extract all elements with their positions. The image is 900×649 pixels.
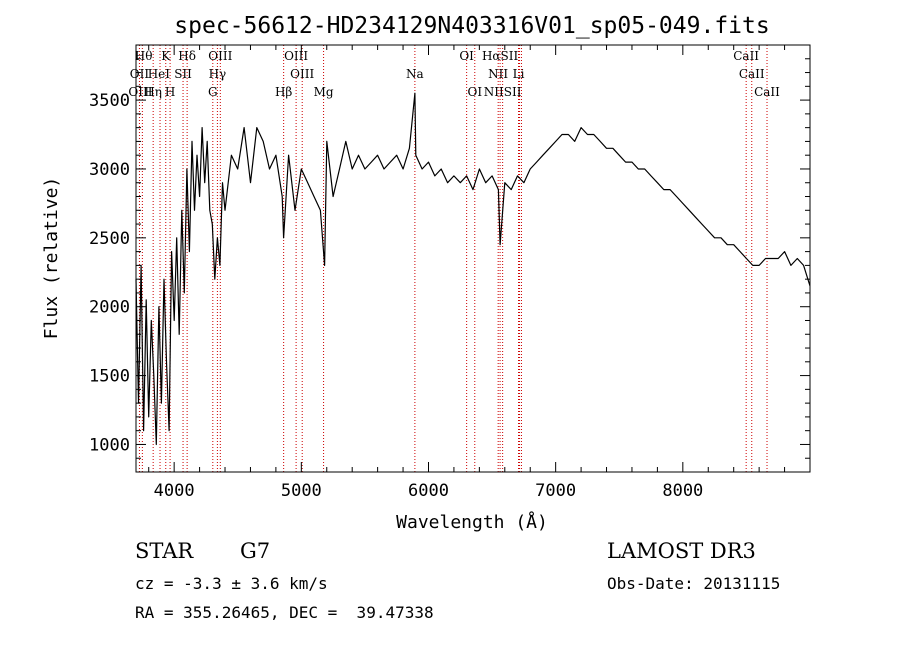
line-label-r0-7: CaII <box>733 49 759 63</box>
redshift-cz: cz = -3.3 ± 3.6 km/s <box>135 574 328 593</box>
line-label-r1-4: OIII <box>290 67 314 81</box>
x-tick-label-4: 8000 <box>662 481 703 501</box>
line-label-r1-3: Hγ <box>209 67 227 81</box>
y-axis-label: Flux (relative) <box>41 177 62 340</box>
line-label-r1-7: Li <box>513 67 525 81</box>
line-label-r2-0: OIII <box>128 85 152 99</box>
x-tick-label-1: 5000 <box>281 481 322 501</box>
y-tick-label-0: 1000 <box>89 435 130 455</box>
line-label-r2-5: Mg <box>314 85 334 99</box>
spectrum-series <box>135 92 811 446</box>
line-label-r0-1: K <box>161 49 171 63</box>
line-label-r0-5: OI <box>459 49 474 63</box>
line-label-r1-8: CaII <box>739 67 765 81</box>
axis-ticks: 4000 5000 6000 7000 8000 1000 1500 2000 2500 3000… <box>89 45 810 501</box>
line-label-r2-2: H <box>165 85 175 99</box>
line-label-r1-1: HeI <box>148 67 171 81</box>
line-label-r2-8: CaII <box>754 85 780 99</box>
spectral-line-markers <box>138 45 768 472</box>
y-tick-label-2: 2000 <box>89 298 130 318</box>
object-subclass: G7 <box>240 539 271 563</box>
x-tick-label-3: 7000 <box>535 481 576 501</box>
y-tick-label-5: 3500 <box>89 91 130 111</box>
obs-date: Obs-Date: 20131115 <box>607 574 781 593</box>
spectrum-line-0 <box>135 92 811 446</box>
line-label-r0-3: OIII <box>208 49 232 63</box>
line-label-r2-7: NIISII <box>484 85 522 99</box>
spectrum-chart: spec-56612-HD234129N403316V01_sp05-049.f… <box>41 13 811 533</box>
line-label-r2-3: G <box>208 85 218 99</box>
line-label-r1-0: OII <box>130 67 150 81</box>
x-tick-label-0: 4000 <box>154 481 195 501</box>
line-label-r0-4: OIII <box>284 49 308 63</box>
y-tick-label-3: 2500 <box>89 229 130 249</box>
survey-name: LAMOST DR3 <box>607 539 756 563</box>
object-class: STAR <box>135 539 194 563</box>
line-label-r0-6: HαSII <box>482 49 519 63</box>
line-label-r1-6: NII <box>488 67 508 81</box>
y-tick-label-4: 3000 <box>89 160 130 180</box>
plot-frame <box>135 44 811 473</box>
x-axis-label: Wavelength (Å) <box>396 511 548 533</box>
chart-title: spec-56612-HD234129N403316V01_sp05-049.f… <box>174 13 769 39</box>
line-label-r0-2: Hδ <box>178 49 196 63</box>
x-tick-label-2: 6000 <box>408 481 449 501</box>
line-label-r1-5: Na <box>406 67 424 81</box>
line-label-r1-2: SII <box>174 67 192 81</box>
coordinates: RA = 355.26465, DEC = 39.47338 <box>135 603 434 622</box>
line-label-r2-6: OI <box>467 85 482 99</box>
y-tick-label-1: 1500 <box>89 367 130 387</box>
line-label-r2-4: Hβ <box>275 85 292 99</box>
line-label-r0-0: Hθ <box>135 49 153 63</box>
line-label-r2-1: Hη <box>144 85 162 99</box>
